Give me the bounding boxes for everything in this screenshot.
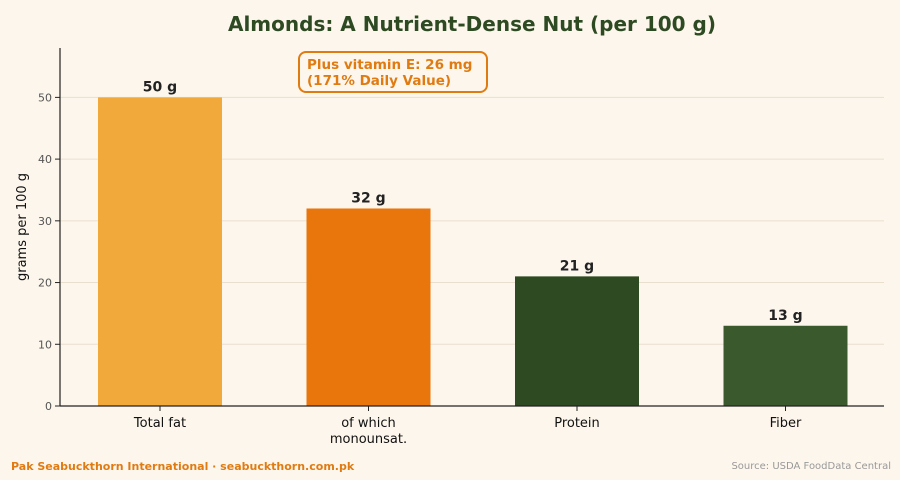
y-tick-label: 10: [38, 338, 52, 351]
value-label: 32 g: [351, 190, 385, 206]
bars: [98, 97, 848, 407]
y-tick-label: 40: [38, 153, 52, 166]
value-label: 50 g: [143, 79, 177, 95]
x-tick-label: of which monounsat.: [330, 416, 407, 447]
value-label: 21 g: [560, 258, 594, 274]
vitamin-e-annotation: Plus vitamin E: 26 mg (171% Daily Value): [298, 51, 488, 93]
y-tick-label: 30: [38, 215, 52, 228]
value-label: 13 g: [768, 308, 802, 324]
tick-labels: 0 10 20 30 40 50 Total fat of which monounsat. Pr…: [38, 91, 802, 447]
annotation-line-1: Plus vitamin E: 26 mg: [307, 57, 473, 73]
y-axis-label: grams per 100 g: [15, 173, 30, 281]
bar-0: [98, 97, 222, 407]
brand-footer: Pak Seabuckthorn International · seabuck…: [11, 460, 355, 473]
x-tick-label: Fiber: [770, 416, 802, 431]
y-tick-label: 0: [45, 400, 52, 413]
bar-2: [515, 276, 639, 406]
annotation-line-2: (171% Daily Value): [307, 73, 452, 89]
y-tick-label: 20: [38, 277, 52, 290]
y-tick-label: 50: [38, 91, 52, 104]
chart-title: Almonds: A Nutrient-Dense Nut (per 100 g…: [228, 12, 716, 36]
x-tick-label: Total fat: [133, 416, 186, 431]
axes: [59, 48, 884, 407]
source-note: Source: USDA FoodData Central: [731, 461, 891, 472]
value-labels: 50 g 32 g 21 g 13 g: [143, 79, 803, 323]
bar-3: [723, 325, 848, 406]
bar-1: [306, 208, 431, 406]
x-tick-label: Protein: [554, 416, 600, 431]
